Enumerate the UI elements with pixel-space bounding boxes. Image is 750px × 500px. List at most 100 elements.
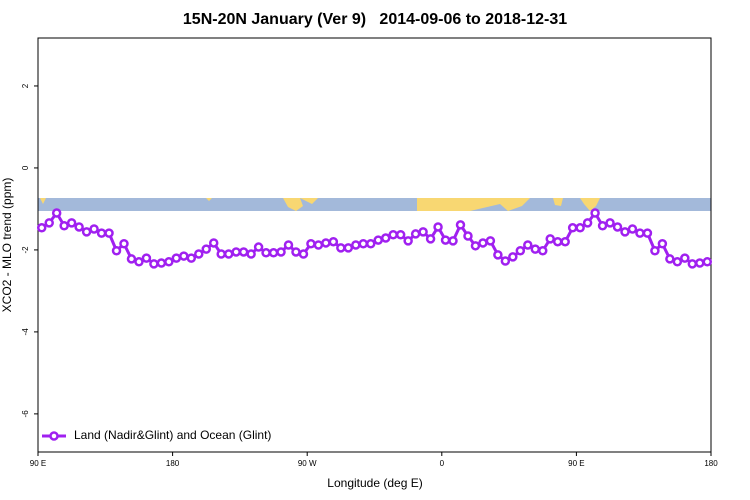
data-point xyxy=(403,236,413,246)
data-point xyxy=(665,254,675,264)
data-point xyxy=(51,208,62,218)
data-point xyxy=(223,249,234,259)
data-point xyxy=(119,239,129,249)
y-tick-label: -2 xyxy=(21,246,30,254)
x-tick-label: 90 E xyxy=(568,459,584,468)
data-point xyxy=(194,249,204,259)
data-point xyxy=(545,234,555,244)
data-point xyxy=(216,249,226,259)
data-point xyxy=(134,257,144,267)
data-point xyxy=(508,252,518,262)
map-strip xyxy=(38,198,711,211)
data-point xyxy=(156,258,167,268)
data-point xyxy=(89,224,99,234)
data-point xyxy=(351,240,361,250)
data-point xyxy=(552,236,563,247)
data-point xyxy=(410,229,421,239)
data-point xyxy=(612,222,623,232)
x-tick-label: 0 xyxy=(440,459,445,468)
data-point xyxy=(485,236,496,246)
x-tick-label: 90 E xyxy=(30,459,46,468)
data-point xyxy=(373,235,383,245)
data-point xyxy=(463,231,473,241)
data-point xyxy=(597,220,608,231)
data-point xyxy=(620,227,630,237)
data-point xyxy=(201,244,211,254)
data-point xyxy=(298,249,309,259)
data-point xyxy=(695,258,705,268)
data-point xyxy=(66,218,77,228)
x-tick-label: 90 W xyxy=(298,459,317,468)
y-tick-label: -6 xyxy=(21,410,30,418)
data-point xyxy=(36,223,47,233)
x-tick-label: 180 xyxy=(166,459,180,468)
x-axis-label: Longitude (deg E) xyxy=(327,476,422,490)
data-point xyxy=(650,245,660,256)
data-point xyxy=(440,235,451,245)
data-point xyxy=(575,223,585,233)
data-point xyxy=(141,253,152,263)
x-tick-label: 180 xyxy=(704,459,718,468)
data-point xyxy=(104,228,114,238)
data-point xyxy=(343,243,354,253)
data-point xyxy=(455,220,466,230)
data-point xyxy=(246,249,256,259)
data-point xyxy=(627,224,638,234)
data-point xyxy=(283,240,294,250)
data-point xyxy=(395,230,406,240)
data-point xyxy=(171,253,182,263)
data-point xyxy=(231,247,241,257)
data-point xyxy=(366,239,376,249)
data-point xyxy=(238,247,249,257)
data-point xyxy=(268,248,279,258)
data-point xyxy=(149,259,159,269)
data-point xyxy=(657,239,668,249)
data-point xyxy=(44,218,54,228)
data-point xyxy=(208,238,219,248)
y-tick-label: 0 xyxy=(21,165,30,170)
data-point xyxy=(635,228,645,238)
chart-title: 15N-20N January (Ver 9) 2014-09-06 to 20… xyxy=(183,11,567,28)
data-point xyxy=(590,208,600,218)
data-point xyxy=(96,228,107,238)
data-point xyxy=(672,257,683,267)
data-point xyxy=(500,256,511,266)
data-point xyxy=(328,236,339,247)
data-point xyxy=(59,220,69,231)
data-point xyxy=(74,222,84,232)
data-point xyxy=(680,253,690,263)
data-point xyxy=(515,245,526,256)
data-point xyxy=(433,222,443,232)
data-point xyxy=(336,243,346,253)
plot-frame xyxy=(37,37,712,453)
data-point xyxy=(321,238,331,248)
data-point xyxy=(470,241,481,251)
data-point xyxy=(306,239,316,249)
data-point xyxy=(448,236,458,246)
data-point xyxy=(358,239,369,249)
data-point xyxy=(418,227,428,237)
data-point xyxy=(530,244,541,254)
data-point xyxy=(702,257,713,267)
data-point xyxy=(253,242,264,252)
data-point xyxy=(523,240,533,250)
legend-marker xyxy=(49,431,59,441)
data-point xyxy=(186,253,197,263)
data-point xyxy=(560,236,570,247)
data-point xyxy=(582,218,593,228)
data-point xyxy=(291,247,301,257)
data-point xyxy=(388,230,398,240)
data-point xyxy=(313,240,324,250)
data-point xyxy=(478,238,488,248)
data-point xyxy=(538,245,548,256)
data-point xyxy=(111,245,122,256)
data-point xyxy=(81,227,92,237)
legend-label: Land (Nadir&Glint) and Ocean (Glint) xyxy=(74,428,271,442)
y-tick-label: 2 xyxy=(21,83,30,88)
data-point xyxy=(164,257,174,267)
data-point xyxy=(493,250,503,260)
y-axis-label: XCO2 - MLO trend (ppm) xyxy=(0,178,14,313)
data-point xyxy=(605,218,615,228)
data-point xyxy=(380,233,391,243)
